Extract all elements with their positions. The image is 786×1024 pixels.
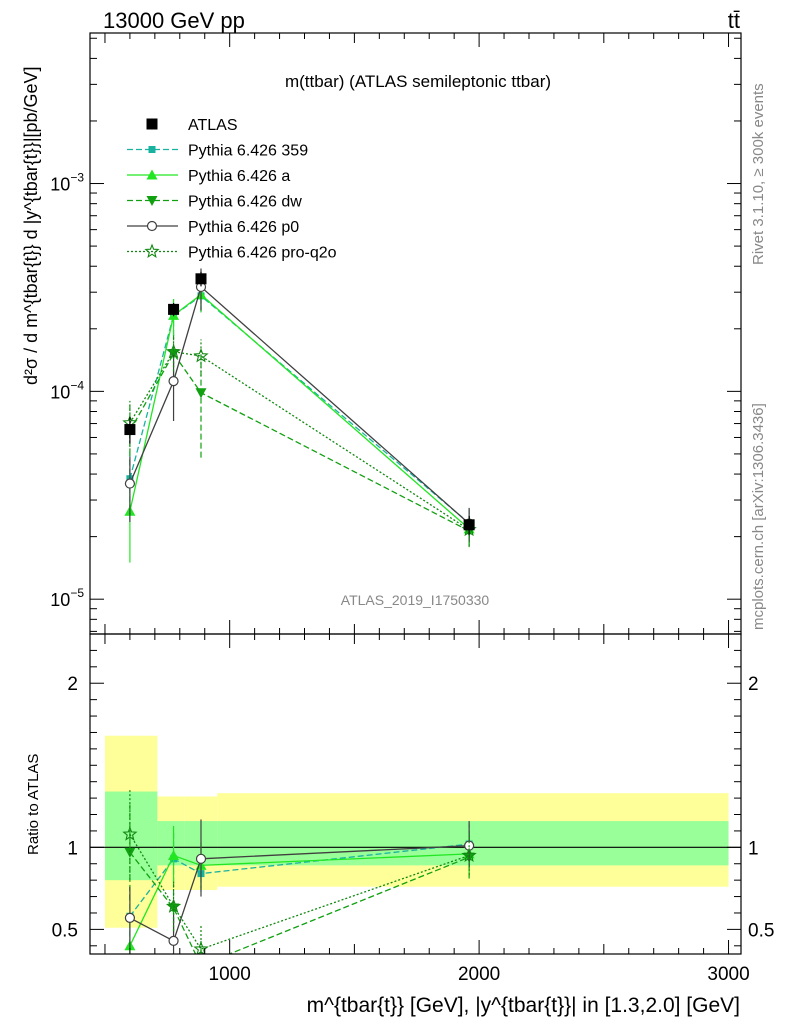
ratio-series-line-3	[129, 845, 470, 942]
atlas-point	[168, 303, 180, 315]
legend-item-3: Pythia 6.426 dw	[127, 194, 302, 211]
ratio-series-line-2	[129, 851, 470, 954]
main-point	[168, 376, 179, 387]
ratio-series-3	[124, 819, 475, 954]
main-axes: 10−3 10−4 10−5	[50, 33, 741, 634]
main-series-line-3	[129, 352, 470, 532]
ratio-panel: 2 2 1 1 0.5 0.5 1000 2000 3000 Ratio to ATLAS m^…	[25, 633, 774, 1017]
legend-label: Pythia 6.426 dw	[188, 194, 302, 211]
legend-marker	[146, 169, 158, 180]
main-y-tick-label: 10−4	[50, 378, 84, 402]
ratio-point	[165, 898, 182, 913]
main-point	[193, 347, 209, 363]
ratio-point	[193, 941, 209, 954]
legend-item-5: Pythia 6.426 pro-q2o	[127, 243, 337, 262]
ratio-y-axis-label: Ratio to ATLAS	[25, 754, 42, 855]
legend-marker	[146, 220, 158, 232]
ratio-plot-area	[90, 735, 741, 971]
main-series-2	[124, 279, 475, 563]
legend-marker	[146, 118, 158, 130]
ratio-point	[195, 961, 206, 971]
main-series-line-5	[129, 351, 470, 531]
main-series-0	[124, 271, 475, 535]
x-axis-label: m^{tbar{t}} [GeV], |y^{tbar{t}}| in [1.3…	[307, 994, 740, 1017]
ratio-point	[124, 847, 136, 858]
x-tick-label: 3000	[707, 964, 749, 985]
legend-label: Pythia 6.426 a	[188, 168, 290, 185]
main-y-tick-label: 10−3	[50, 171, 84, 195]
ratio-point	[168, 903, 180, 914]
ratio-point	[168, 850, 180, 861]
main-panel: 10−3 10−4 10−5 m(ttbar) (ATLAS semileptoni…	[21, 32, 742, 635]
main-y-tick-label: 10−5	[50, 586, 84, 610]
ratio-y-tick-label-right: 0.5	[748, 920, 774, 941]
legend-label: Pythia 6.426 p0	[188, 219, 299, 236]
ratio-clipped-area	[90, 735, 741, 971]
legend-item-2: Pythia 6.426 a	[127, 168, 290, 185]
legend-marker	[148, 146, 156, 153]
ratio-point	[461, 847, 477, 863]
legend-item-4: Pythia 6.426 p0	[127, 219, 299, 236]
ratio-series-line-4	[129, 833, 470, 950]
legend: ATLAS Pythia 6.426 359 Pythia 6.426 a Pythi…	[127, 117, 337, 262]
main-series-3	[124, 335, 475, 548]
energy-label: 13000 GeV pp	[103, 8, 245, 33]
legend-marker	[146, 196, 158, 206]
main-point	[124, 478, 136, 489]
legend-item-1: Pythia 6.426 359	[127, 143, 308, 160]
legend-label: ATLAS	[188, 117, 238, 134]
rivet-version-label: Rivet 3.1.10, ≥ 300k events	[750, 83, 767, 265]
x-tick-label: 1000	[209, 964, 251, 985]
ratio-frame	[89, 633, 742, 955]
main-plot-area	[122, 268, 477, 563]
ratio-point	[168, 935, 179, 946]
process-label: tt̄	[728, 8, 740, 33]
main-point	[195, 388, 207, 399]
legend-label: Pythia 6.426 359	[188, 143, 308, 160]
ratio-y-tick-label: 1	[67, 838, 78, 859]
mcplots-label: mcplots.cern.ch [arXiv:1306.3436]	[750, 403, 767, 630]
ratio-y-tick-label-right: 2	[748, 674, 759, 695]
main-series-line-4	[129, 285, 470, 525]
uncertainty-band-green	[104, 791, 158, 881]
ratio-series-line-1	[129, 853, 470, 947]
ratio-y-tick-label: 2	[67, 674, 78, 695]
analysis-watermark: ATLAS_2019_I1750330	[341, 592, 490, 608]
main-title: m(ttbar) (ATLAS semileptonic ttbar)	[285, 72, 551, 91]
ratio-point	[124, 912, 136, 923]
legend-marker	[144, 243, 160, 259]
atlas-point	[124, 424, 136, 436]
main-series-5	[122, 335, 477, 547]
atlas-point	[195, 273, 207, 285]
ratio-y-tick-label: 0.5	[52, 920, 78, 941]
ratio-y-tick-label-right: 1	[748, 838, 759, 859]
atlas-point	[463, 519, 475, 531]
main-point	[165, 343, 182, 359]
ratio-point	[195, 853, 207, 864]
legend-item-0: ATLAS	[146, 117, 238, 134]
main-series-line-1	[129, 295, 470, 524]
ratio-axes: 2 2 1 1 0.5 0.5 1000 2000 3000	[52, 634, 774, 985]
main-y-axis-label: d²σ / d m^{tbar{t}} d |y^{tbar{t}}|[pb/G…	[21, 66, 41, 385]
ratio-series-4	[122, 788, 477, 954]
ratio-point	[122, 826, 138, 841]
main-series-line-2	[129, 293, 470, 530]
ratio-series-line-0	[129, 843, 470, 917]
legend-label: Pythia 6.426 pro-q2o	[188, 245, 337, 262]
x-tick-label: 2000	[458, 964, 500, 985]
main-series-1	[126, 282, 473, 542]
